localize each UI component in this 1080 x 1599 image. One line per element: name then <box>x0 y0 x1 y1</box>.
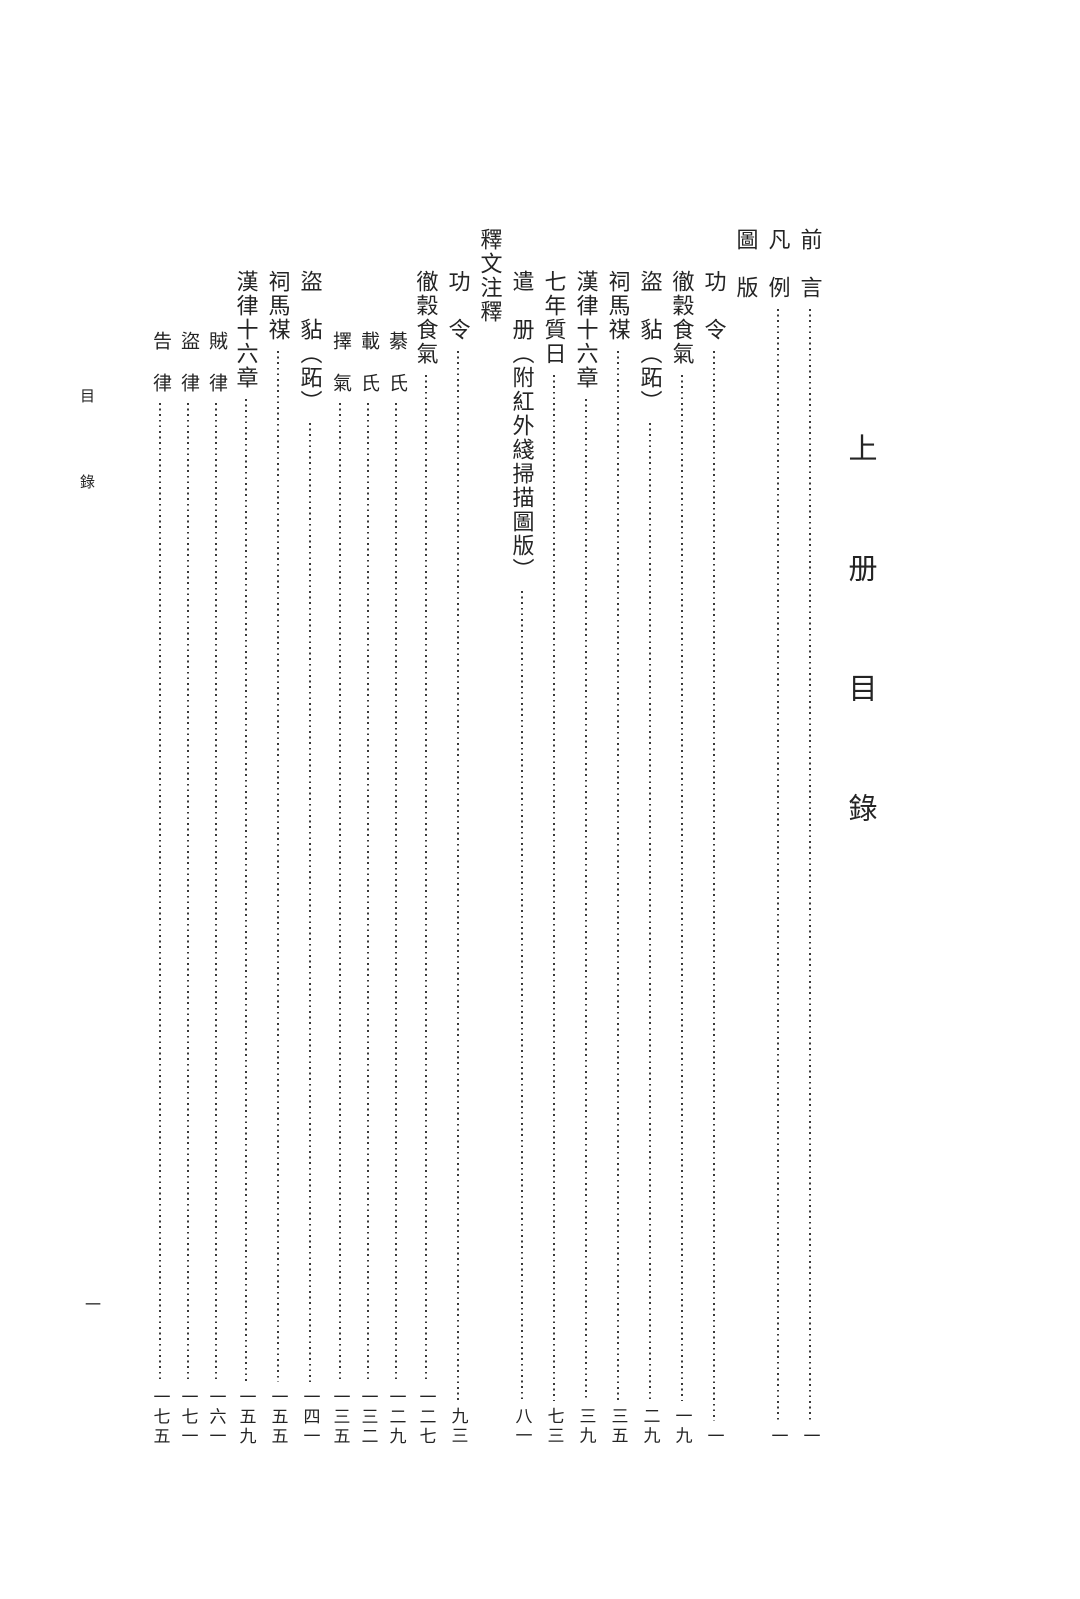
toc-entry: 功 令 一 <box>698 228 730 1446</box>
entry-page-number: 一 <box>704 1426 724 1447</box>
leader-dots <box>159 403 161 1382</box>
entry-page-number: 一三五 <box>330 1387 350 1447</box>
leader-dots <box>367 403 369 1382</box>
entry-title: 祠馬禖 <box>265 270 291 342</box>
entry-title: 祠馬禖 <box>605 270 631 342</box>
entry-title: 綦 氏 <box>385 331 407 394</box>
toc-entry: 盜 𧲸（跖） 二九 <box>634 228 666 1446</box>
entry-title: 盜 𧲸（跖） <box>637 270 663 414</box>
entry-page-number: 八一 <box>512 1407 532 1446</box>
entry-page-number: 一二七 <box>416 1387 436 1447</box>
toc-entry: 功 令 九三 <box>442 228 474 1446</box>
entry-page-number: 一二九 <box>386 1387 406 1447</box>
entry-title: 盜 𧲸（跖） <box>297 270 323 414</box>
entry-title: 圖 版 <box>733 228 759 300</box>
leader-dots <box>585 399 587 1401</box>
toc-entry: 載 氏 一三二 <box>354 228 382 1446</box>
entry-page-number: 七三 <box>544 1407 564 1446</box>
leader-dots <box>425 375 427 1382</box>
entry-page-number: 一六一 <box>206 1387 226 1447</box>
toc-entry: 漢律十六章 三九 <box>570 228 602 1446</box>
toc-entry: 擇 氣 一三五 <box>326 228 354 1446</box>
leader-dots <box>339 403 341 1382</box>
toc-entry: 圖 版 <box>730 228 762 1446</box>
entry-page-number: 九三 <box>448 1407 468 1446</box>
toc-entry: 凡 例 一 <box>762 228 794 1446</box>
leader-dots <box>245 399 247 1382</box>
entry-title: 七年質日 <box>541 270 567 366</box>
entry-title: 告 律 <box>149 331 171 394</box>
toc-entry: 告 律 一七五 <box>146 228 174 1446</box>
leader-dots <box>681 375 683 1401</box>
leader-dots <box>521 591 523 1401</box>
leader-dots <box>215 403 217 1382</box>
entry-page-number: 一四一 <box>300 1387 320 1447</box>
entry-page-number: 一三二 <box>358 1387 378 1447</box>
toc-list: 前 言 一 凡 例 一 圖 版 功 令 一 徹穀食氣 一九 盜 𧲸（跖） 二九 … <box>128 228 826 1446</box>
toc-entry: 釋文注釋 <box>474 228 506 1446</box>
leader-dots <box>649 423 651 1401</box>
leader-dots <box>553 375 555 1401</box>
toc-entry: 七年質日 七三 <box>538 228 570 1446</box>
entry-title: 擇 氣 <box>329 331 351 394</box>
entry-title: 漢律十六章 <box>233 270 259 390</box>
entry-page-number: 一 <box>800 1426 820 1447</box>
entry-page-number: 三五 <box>608 1407 628 1446</box>
entry-page-number: 一九 <box>672 1407 692 1446</box>
entry-title: 徹穀食氣 <box>413 270 439 366</box>
toc-entry: 徹穀食氣 一九 <box>666 228 698 1446</box>
entry-title: 徹穀食氣 <box>669 270 695 366</box>
toc-entry: 祠馬禖 一五五 <box>262 228 294 1446</box>
book-title: 上 册 目 錄 <box>844 433 876 853</box>
entry-title: 前 言 <box>797 228 823 300</box>
entry-page-number: 一 <box>768 1426 788 1447</box>
leader-dots <box>395 403 397 1382</box>
leader-dots <box>309 423 311 1382</box>
entry-page-number: 一七五 <box>150 1387 170 1447</box>
leader-dots <box>277 351 279 1382</box>
entry-title: 釋文注釋 <box>477 228 503 324</box>
entry-title: 賊 律 <box>205 331 227 394</box>
toc-entry: 祠馬禖 三五 <box>602 228 634 1446</box>
entry-page-number: 二九 <box>640 1407 660 1446</box>
leader-dots <box>809 309 811 1421</box>
entry-title: 盜 律 <box>177 331 199 394</box>
toc-entry: 漢律十六章 一五九 <box>230 228 262 1446</box>
leader-dots <box>777 309 779 1421</box>
leader-dots <box>187 403 189 1382</box>
toc-entry: 綦 氏 一二九 <box>382 228 410 1446</box>
entry-title: 遣 册（附紅外綫掃描圖版） <box>509 270 535 582</box>
toc-entry: 盜 律 一七一 <box>174 228 202 1446</box>
leader-dots <box>617 351 619 1401</box>
toc-entry: 徹穀食氣 一二七 <box>410 228 442 1446</box>
toc-entry: 盜 𧲸（跖） 一四一 <box>294 228 326 1446</box>
entry-page-number: 一五五 <box>268 1387 288 1447</box>
toc-entry: 前 言 一 <box>794 228 826 1446</box>
entry-title: 功 令 <box>445 270 471 342</box>
entry-page-number: 一五九 <box>236 1387 256 1447</box>
entry-title: 凡 例 <box>765 228 791 300</box>
entry-title: 漢律十六章 <box>573 270 599 390</box>
toc-entry: 賊 律 一六一 <box>202 228 230 1446</box>
entry-title: 功 令 <box>701 270 727 342</box>
leader-dots <box>457 351 459 1401</box>
toc-entry: 遣 册（附紅外綫掃描圖版） 八一 <box>506 228 538 1446</box>
entry-page-number: 三九 <box>576 1407 596 1446</box>
entry-title: 載 氏 <box>357 331 379 394</box>
margin-running-label: 目 錄 <box>78 388 94 517</box>
folio-page-number: 一 <box>82 1296 99 1312</box>
leader-dots <box>713 351 715 1421</box>
entry-page-number: 一七一 <box>178 1387 198 1447</box>
